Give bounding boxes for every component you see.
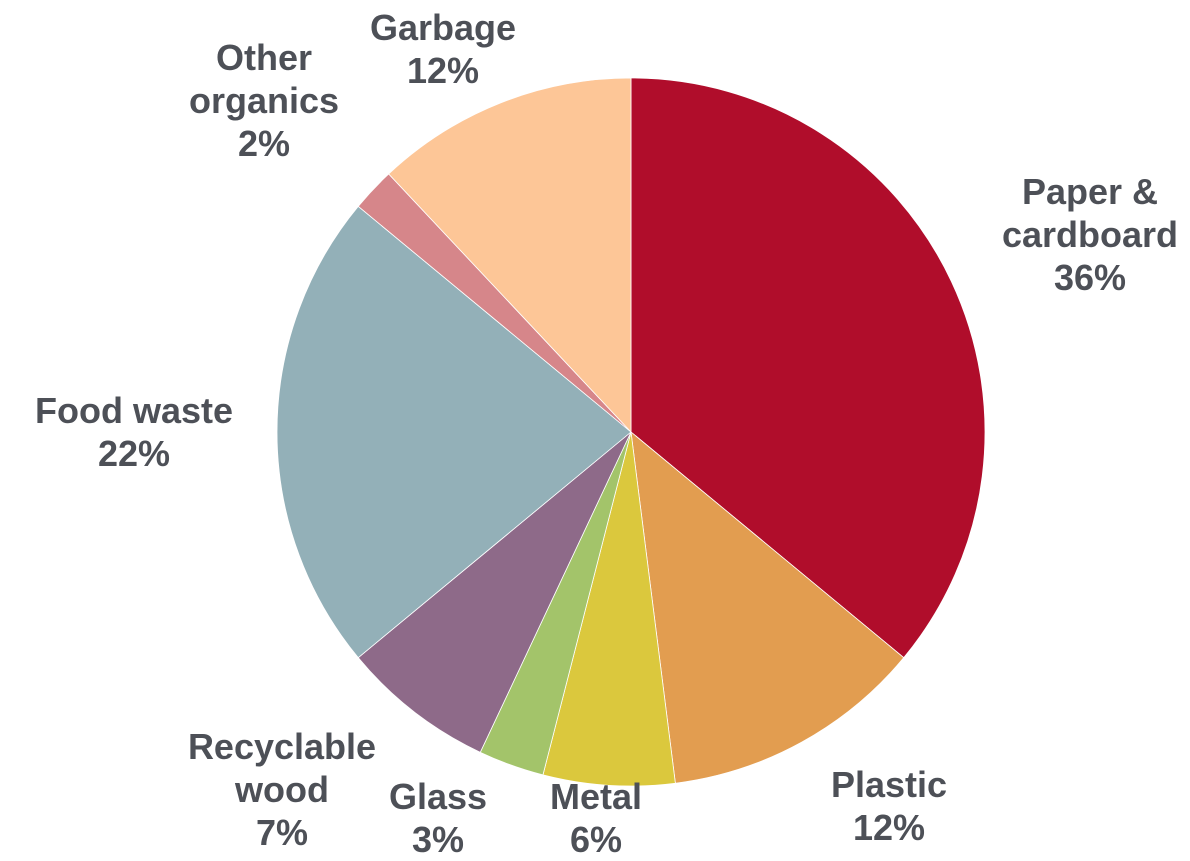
slice-name-label: Garbage xyxy=(370,7,516,48)
slice-label-other-organics: Other organics 2% xyxy=(189,37,339,164)
slice-value-label: 36% xyxy=(1054,257,1126,298)
slice-value-label: 2% xyxy=(238,123,290,164)
slice-label-plastic: Plastic 12% xyxy=(831,764,947,848)
slice-name-label: Plastic xyxy=(831,764,947,805)
slice-name-label: Glass xyxy=(389,776,487,817)
slice-label-paper-and-cardboard: Paper & cardboard 36% xyxy=(1002,171,1178,298)
pie-labels: Paper & cardboard 36%Plastic 12%Metal 6%Glas… xyxy=(35,7,1178,860)
pie-slices xyxy=(276,77,986,787)
slice-label-garbage: Garbage 12% xyxy=(370,7,516,91)
slice-label-food-waste: Food waste 22% xyxy=(35,390,233,474)
pie-slice-recyclable-wood xyxy=(357,431,632,753)
slice-value-label: 12% xyxy=(853,807,925,848)
slice-label-metal: Metal 6% xyxy=(550,776,642,860)
pie-slice-paper-and-cardboard xyxy=(630,77,986,659)
slice-name-label: Recyclable xyxy=(188,726,376,767)
slice-name-label: cardboard xyxy=(1002,214,1178,255)
slice-name-label: Metal xyxy=(550,776,642,817)
slice-name-label: wood xyxy=(234,769,329,810)
slice-value-label: 7% xyxy=(256,812,308,853)
slice-name-label: organics xyxy=(189,80,339,121)
slice-value-label: 3% xyxy=(412,819,464,860)
pie-slice-plastic xyxy=(630,431,905,784)
pie-slice-metal xyxy=(542,431,676,787)
slice-name-label: Other xyxy=(216,37,312,78)
pie-slice-garbage xyxy=(388,77,632,434)
pie-slice-food-waste xyxy=(276,205,632,659)
slice-label-recyclable-wood: Recyclable wood 7% xyxy=(188,726,376,853)
slice-label-glass: Glass 3% xyxy=(389,776,487,860)
slice-name-label: Food waste xyxy=(35,390,233,431)
slice-value-label: 6% xyxy=(570,819,622,860)
slice-value-label: 22% xyxy=(98,433,170,474)
slice-name-label: Paper & xyxy=(1022,171,1158,212)
slice-value-label: 12% xyxy=(407,50,479,91)
